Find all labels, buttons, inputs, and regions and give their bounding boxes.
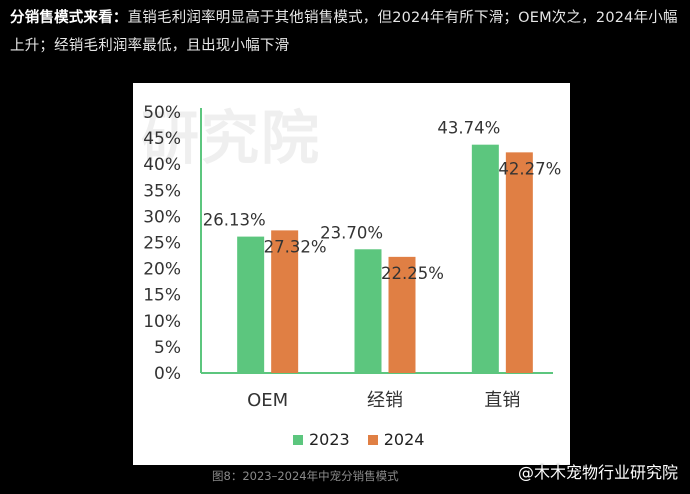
data-label-2023: 23.70%: [320, 223, 383, 242]
legend-item-2024: 2024: [368, 430, 425, 449]
y-tick-label: 45%: [143, 129, 181, 149]
bar-2023-2: [472, 145, 499, 373]
y-tick-label: 10%: [143, 312, 181, 332]
legend-swatch-2024: [368, 435, 378, 445]
y-tick-label: 50%: [143, 103, 181, 123]
chart-panel: 研究院 0% 5% 10% 15% 20% 25% 30% 35% 40% 45% 50% OEM 26…: [133, 83, 570, 465]
legend-item-2023: 2023: [293, 430, 350, 449]
y-tick-label: 20%: [143, 260, 181, 280]
x-category-label: 直销: [484, 390, 520, 411]
bar-2023-0: [237, 237, 264, 373]
data-label-2023: 26.13%: [203, 211, 266, 230]
intro-heading: 分销售模式来看：: [10, 10, 128, 26]
y-tick-label: 35%: [143, 181, 181, 201]
x-category-label: OEM: [247, 390, 288, 411]
bar-chart: 0% 5% 10% 15% 20% 25% 30% 35% 40% 45% 50% OEM 26.13%…: [133, 83, 570, 465]
figure-caption: 图8：2023–2024年中宠分销售模式: [212, 466, 399, 486]
y-tick-label: 15%: [143, 286, 181, 306]
y-tick-label: 25%: [143, 234, 181, 254]
legend-label-2024: 2024: [384, 430, 425, 449]
intro-text: 分销售模式来看：直销毛利润率明显高于其他销售模式，但2024年有所下滑；OEM次…: [10, 4, 685, 60]
y-tick-label: 40%: [143, 155, 181, 175]
y-tick-label: 30%: [143, 207, 181, 227]
author-credit: @木木宠物行业研究院: [518, 460, 678, 486]
y-tick-label: 5%: [154, 338, 181, 358]
data-label-2024: 42.27%: [498, 159, 561, 178]
bar-2024-2: [506, 152, 533, 373]
data-label-2023: 43.74%: [437, 119, 500, 138]
chart-legend: 2023 2024: [293, 430, 442, 449]
legend-label-2023: 2023: [309, 430, 350, 449]
y-tick-label: 0%: [154, 364, 181, 384]
x-category-label: 经销: [367, 390, 403, 411]
bar-2023-1: [355, 249, 382, 373]
data-label-2024: 22.25%: [381, 264, 444, 283]
data-label-2024: 27.32%: [264, 237, 327, 256]
legend-swatch-2023: [293, 435, 303, 445]
